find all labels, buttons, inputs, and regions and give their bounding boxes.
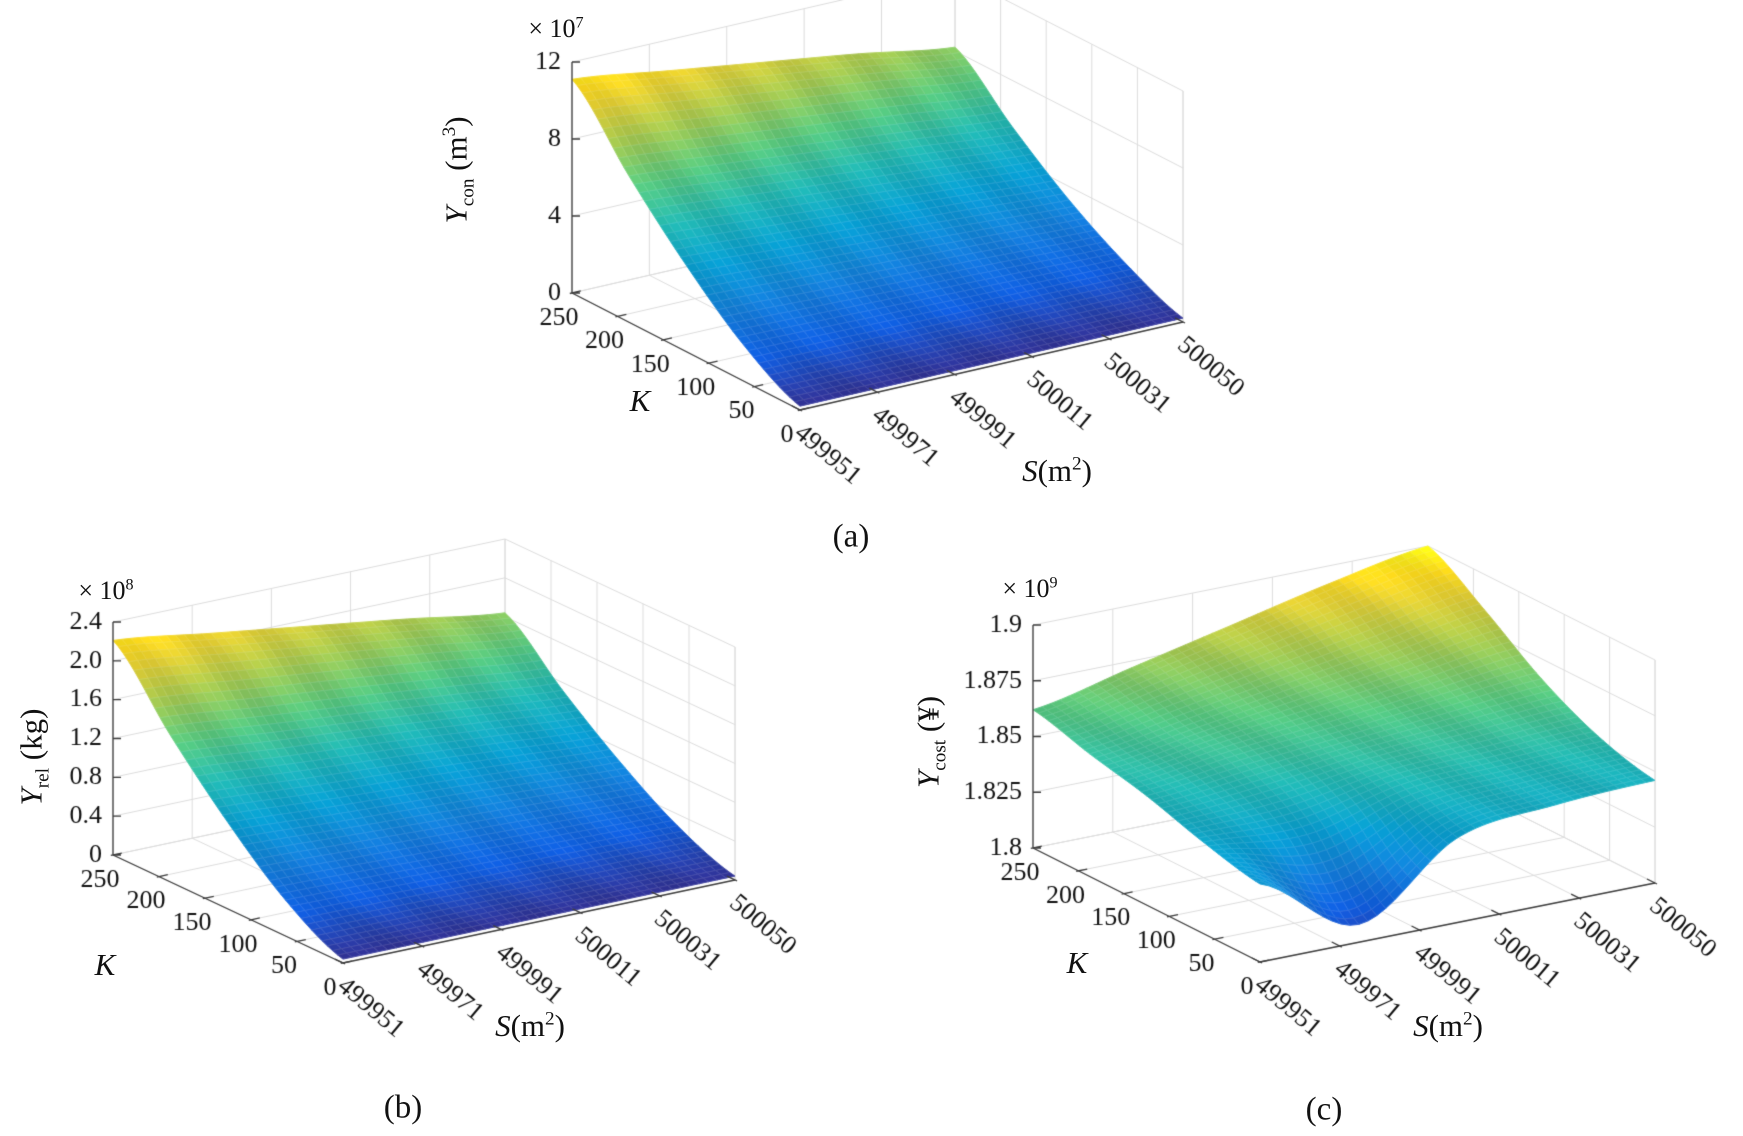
s-axis-title-b: S(m2)	[495, 1008, 565, 1044]
s-axis-unit-sup-c: 2	[1463, 1008, 1473, 1030]
z-axis-unit-pre-b: (kg)	[13, 708, 49, 768]
s-axis-unit-sup-a: 2	[1072, 453, 1082, 475]
panel-caption-a: (a)	[832, 518, 870, 555]
z-exponent-sup-a: 7	[575, 14, 584, 32]
s-axis-var-a: S	[1022, 453, 1038, 488]
z-axis-var-a: Y	[438, 206, 474, 224]
z-exponent-label-a: × 107	[528, 14, 583, 44]
z-axis-title-b: Yrel (kg)	[13, 709, 54, 806]
k-axis-title-b: K	[94, 947, 116, 982]
s-axis-var-b: S	[495, 1008, 511, 1043]
s-axis-unit-pre-c: (m	[1428, 1008, 1463, 1043]
z-axis-var-b: Y	[13, 788, 49, 806]
z-exponent-base-b: × 10	[78, 576, 126, 605]
s-axis-title-c: S(m2)	[1413, 1008, 1483, 1044]
z-axis-title-a: Ycon (m3)	[438, 116, 479, 223]
s-axis-unit-post-a: )	[1081, 453, 1092, 488]
z-exponent-sup-b: 8	[125, 576, 134, 594]
z-axis-sub-a: con	[457, 178, 479, 207]
z-exponent-label-b: × 108	[78, 576, 133, 606]
z-exponent-label-c: × 109	[1002, 574, 1057, 604]
s-axis-title-a: S(m2)	[1022, 453, 1092, 489]
s-axis-unit-post-b: )	[554, 1008, 565, 1043]
panel-caption-c: (c)	[1305, 1091, 1343, 1128]
z-axis-unit-sup-a: 3	[439, 126, 461, 137]
s-axis-unit-pre-a: (m	[1037, 453, 1072, 488]
z-axis-title-c: Ycost (¥)	[910, 696, 951, 788]
z-axis-unit-pre-a: (m	[438, 136, 474, 179]
z-axis-unit-post-a: )	[438, 116, 474, 127]
s-axis-var-c: S	[1413, 1008, 1429, 1043]
z-exponent-base-c: × 10	[1002, 574, 1050, 603]
s-axis-unit-pre-b: (m	[510, 1008, 545, 1043]
z-axis-sub-b: rel	[32, 767, 54, 789]
k-axis-title-a: K	[629, 383, 651, 418]
z-exponent-base-a: × 10	[528, 14, 576, 43]
k-axis-title-c: K	[1066, 945, 1088, 980]
z-exponent-sup-c: 9	[1049, 574, 1058, 592]
panel-caption-b: (b)	[383, 1089, 423, 1126]
s-axis-unit-post-c: )	[1472, 1008, 1483, 1043]
s-axis-unit-sup-b: 2	[545, 1008, 555, 1030]
z-axis-unit-pre-c: (¥)	[910, 695, 946, 740]
z-axis-sub-c: cost	[929, 739, 951, 771]
z-axis-var-c: Y	[910, 770, 946, 789]
